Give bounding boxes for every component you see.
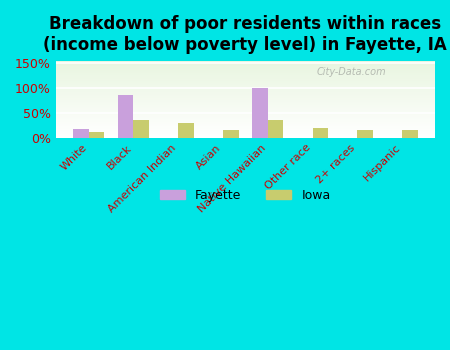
Bar: [56, 137, 435, 138]
Bar: [56, 82, 435, 83]
Bar: [56, 63, 435, 64]
Bar: [56, 98, 435, 99]
Bar: [56, 100, 435, 101]
Bar: [56, 111, 435, 112]
Bar: [357, 130, 373, 138]
Bar: [56, 122, 435, 123]
Bar: [56, 85, 435, 86]
Bar: [56, 69, 435, 70]
Bar: [56, 129, 435, 130]
Bar: [252, 88, 268, 138]
Bar: [56, 136, 435, 137]
Bar: [56, 91, 435, 92]
Bar: [133, 120, 149, 138]
Bar: [223, 130, 238, 138]
Bar: [56, 119, 435, 120]
Bar: [56, 76, 435, 77]
Bar: [56, 101, 435, 102]
Bar: [268, 120, 284, 138]
Bar: [56, 90, 435, 91]
Bar: [56, 128, 435, 129]
Bar: [56, 71, 435, 72]
Bar: [402, 130, 418, 138]
Bar: [56, 126, 435, 127]
Bar: [56, 74, 435, 75]
Bar: [56, 86, 435, 87]
Bar: [56, 88, 435, 89]
Bar: [56, 125, 435, 126]
Bar: [56, 84, 435, 85]
Bar: [56, 92, 435, 93]
Bar: [56, 133, 435, 134]
Bar: [56, 116, 435, 117]
Bar: [118, 94, 133, 138]
Bar: [56, 103, 435, 104]
Bar: [56, 131, 435, 132]
Bar: [178, 123, 194, 138]
Bar: [56, 72, 435, 73]
Bar: [56, 106, 435, 107]
Bar: [313, 128, 328, 138]
Bar: [56, 66, 435, 67]
Bar: [56, 121, 435, 122]
Bar: [56, 67, 435, 68]
Bar: [56, 130, 435, 131]
Title: Breakdown of poor residents within races
(income below poverty level) in Fayette: Breakdown of poor residents within races…: [44, 15, 447, 54]
Bar: [56, 77, 435, 78]
Bar: [56, 80, 435, 81]
Bar: [56, 113, 435, 114]
Bar: [56, 83, 435, 84]
Bar: [56, 107, 435, 108]
Bar: [56, 62, 435, 63]
Bar: [56, 73, 435, 74]
Bar: [56, 110, 435, 111]
Bar: [56, 97, 435, 98]
Bar: [56, 120, 435, 121]
Text: City-Data.com: City-Data.com: [317, 68, 387, 77]
Bar: [56, 94, 435, 96]
Bar: [56, 61, 435, 62]
Bar: [56, 89, 435, 90]
Bar: [56, 135, 435, 136]
Bar: [56, 114, 435, 116]
Bar: [89, 132, 104, 138]
Bar: [56, 93, 435, 94]
Bar: [56, 87, 435, 88]
Bar: [56, 117, 435, 118]
Bar: [56, 127, 435, 128]
Bar: [56, 79, 435, 80]
Bar: [56, 109, 435, 110]
Bar: [56, 70, 435, 71]
Bar: [56, 75, 435, 76]
Bar: [56, 94, 435, 95]
Bar: [56, 64, 435, 65]
Bar: [56, 104, 435, 105]
Bar: [56, 105, 435, 106]
Bar: [56, 99, 435, 100]
Bar: [56, 102, 435, 103]
Bar: [56, 132, 435, 133]
Bar: [56, 112, 435, 113]
Legend: Fayette, Iowa: Fayette, Iowa: [155, 184, 336, 207]
Bar: [56, 81, 435, 82]
Bar: [56, 108, 435, 109]
Bar: [56, 78, 435, 79]
Bar: [73, 129, 89, 138]
Bar: [56, 65, 435, 66]
Bar: [56, 123, 435, 124]
Bar: [56, 124, 435, 125]
Bar: [56, 96, 435, 97]
Bar: [56, 134, 435, 135]
Bar: [56, 118, 435, 119]
Bar: [56, 68, 435, 69]
